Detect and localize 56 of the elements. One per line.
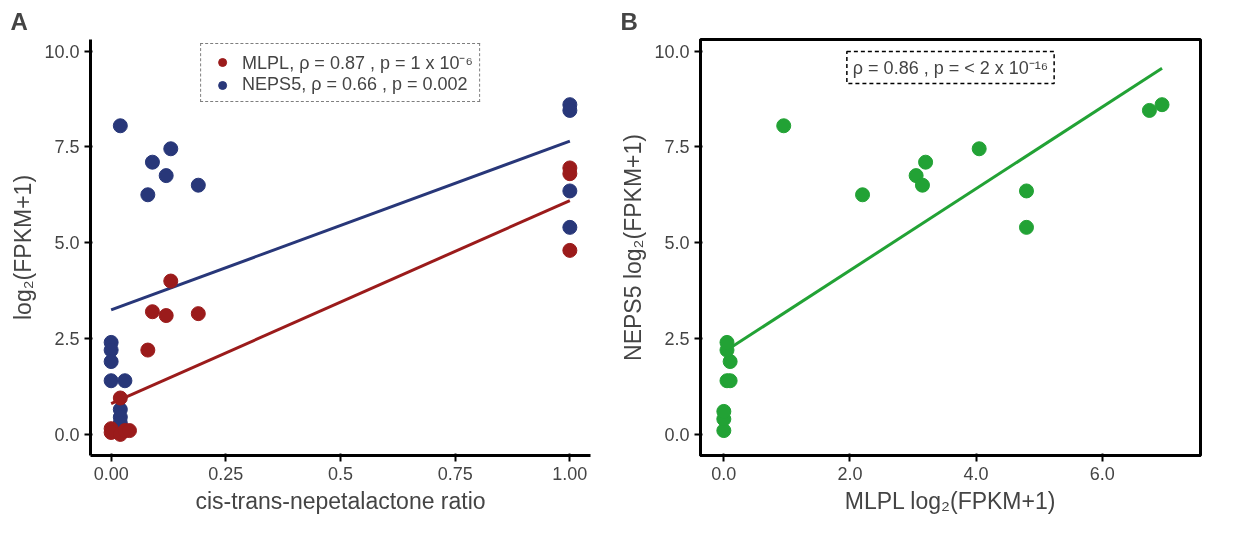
legend-label: NEPS5, ρ = 0.66 , p = 0.002	[242, 74, 468, 95]
point	[1018, 183, 1034, 199]
y-tick-label: 5.0	[54, 233, 80, 254]
y-tick-label: 0.0	[54, 424, 80, 445]
y-tick-label: 10.0	[44, 41, 80, 62]
y-tick-label: 10.0	[654, 41, 690, 62]
y-axis-title: log₂(FPKM+1)	[10, 174, 37, 321]
y-tick-label: 7.5	[54, 137, 80, 158]
point	[140, 187, 156, 203]
point	[140, 342, 156, 358]
x-tick-label: 6.0	[1089, 463, 1115, 484]
x-tick-label: 1.00	[552, 463, 588, 484]
point	[776, 118, 792, 134]
point	[117, 373, 133, 389]
point	[158, 308, 174, 324]
point	[158, 168, 174, 184]
y-tick-label: 7.5	[664, 137, 690, 158]
point	[562, 219, 578, 235]
point	[562, 242, 578, 258]
x-tick-label: 0.25	[208, 463, 244, 484]
point	[144, 304, 160, 320]
point	[918, 154, 934, 170]
point	[562, 183, 578, 199]
x-tick-label: 4.0	[963, 463, 989, 484]
point	[112, 390, 128, 406]
point	[190, 306, 206, 322]
point	[103, 354, 119, 370]
chart-title: A	[10, 7, 28, 35]
x-tick-label: 2.0	[837, 463, 863, 484]
x-tick-label: 0.0	[711, 463, 737, 484]
y-axis-title: NEPS5 log₂(FPKM+1)	[620, 134, 647, 361]
x-tick-label: 0.00	[93, 463, 129, 484]
point	[190, 177, 206, 193]
point	[855, 187, 871, 203]
point	[1154, 97, 1170, 113]
y-tick-label: 2.5	[664, 329, 690, 350]
point	[163, 141, 179, 157]
y-tick-label: 2.5	[54, 329, 80, 350]
annotation: ρ = 0.86 , p = < 2 x 10⁻¹⁶	[852, 57, 1049, 78]
point	[971, 141, 987, 157]
x-tick-label: 0.75	[437, 463, 473, 484]
x-tick-label: 0.5	[327, 463, 354, 484]
y-tick-label: 5.0	[664, 233, 690, 254]
y-tick-label: 0.0	[664, 424, 690, 445]
point	[914, 177, 930, 193]
point	[112, 118, 128, 134]
chart-title: B	[620, 7, 638, 35]
point	[1141, 102, 1157, 118]
point	[103, 373, 119, 389]
x-axis-title: cis-trans-nepetalactone ratio	[195, 487, 486, 514]
point	[163, 273, 179, 289]
point	[144, 154, 160, 170]
point	[1018, 219, 1034, 235]
legend-label: MLPL, ρ = 0.87 , p = 1 x 10⁻⁶	[242, 52, 473, 74]
x-axis-title: MLPL log₂(FPKM+1)	[844, 487, 1056, 514]
point	[722, 354, 738, 370]
